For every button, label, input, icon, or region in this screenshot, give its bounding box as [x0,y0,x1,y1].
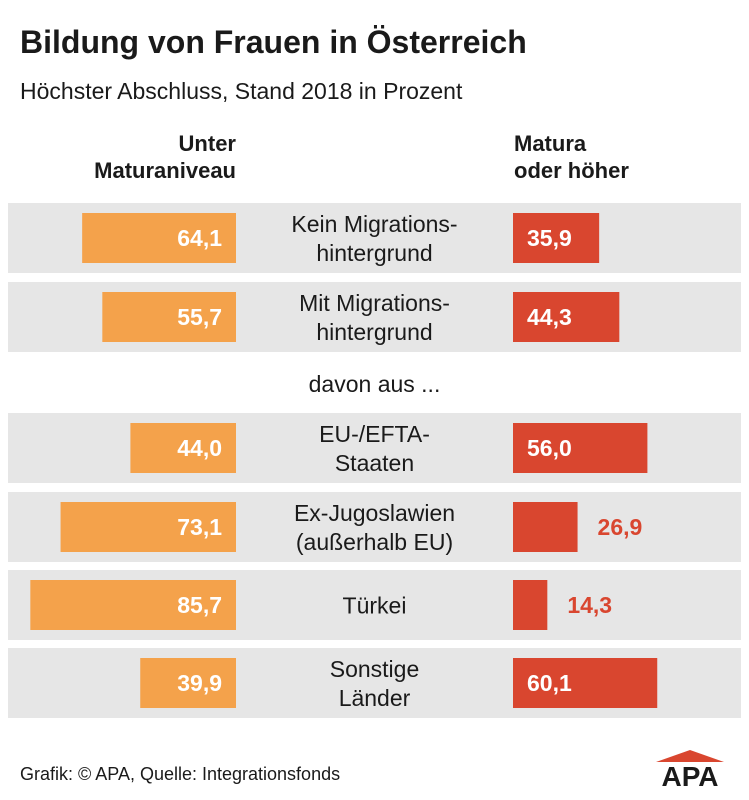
legend-matura-oder-hoeher: Matura oder höher [514,131,629,183]
apa-logo-roof [656,750,724,762]
value-label-unter: 44,0 [177,435,222,461]
separator-label: davon aus ... [309,371,441,397]
value-label-matura: 60,1 [527,670,572,696]
chart-subtitle: Höchster Abschluss, Stand 2018 in Prozen… [20,78,463,104]
bar-unter-maturaniveau [82,213,236,263]
bar-matura-oder-hoeher [513,502,578,552]
source-credit: Grafik: © APA, Quelle: Integrationsfonds [20,764,341,784]
bar-matura-oder-hoeher [513,580,548,630]
value-label-unter: 55,7 [177,304,222,330]
chart-title: Bildung von Frauen in Österreich [20,24,527,60]
value-label-matura: 56,0 [527,435,572,461]
category-label: Sonstige Länder [330,656,420,711]
bar-matura-oder-hoeher [513,213,600,263]
apa-logo: APA [656,750,724,788]
value-label-matura: 14,3 [567,592,612,618]
bar-unter-maturaniveau [130,423,236,473]
value-label-unter: 85,7 [177,592,222,618]
bar-matura-oder-hoeher [513,658,658,708]
value-label-matura: 26,9 [598,514,643,540]
bar-unter-maturaniveau [30,580,236,630]
category-label: EU-/EFTA-Staaten [319,421,430,476]
bar-unter-maturaniveau [102,292,236,342]
value-label-matura: 44,3 [527,304,572,330]
bar-matura-oder-hoeher [513,292,620,342]
category-label: Türkei [343,592,407,618]
value-label-unter: 39,9 [177,670,222,696]
apa-logo-text: APA [661,761,718,788]
category-label: Ex-Jugoslawien (außerhalb EU) [294,500,455,555]
category-label: Mit Migrations-hintergrund [299,290,450,345]
value-label-unter: 64,1 [177,225,222,251]
bar-matura-oder-hoeher [513,423,648,473]
value-label-unter: 73,1 [177,514,222,540]
bar-unter-maturaniveau [140,658,236,708]
legend-unter-maturaniveau: Unter Maturaniveau [94,131,236,183]
value-label-matura: 35,9 [527,225,572,251]
category-label: Kein Migrations-hintergrund [291,211,457,266]
bar-unter-maturaniveau [60,502,237,552]
